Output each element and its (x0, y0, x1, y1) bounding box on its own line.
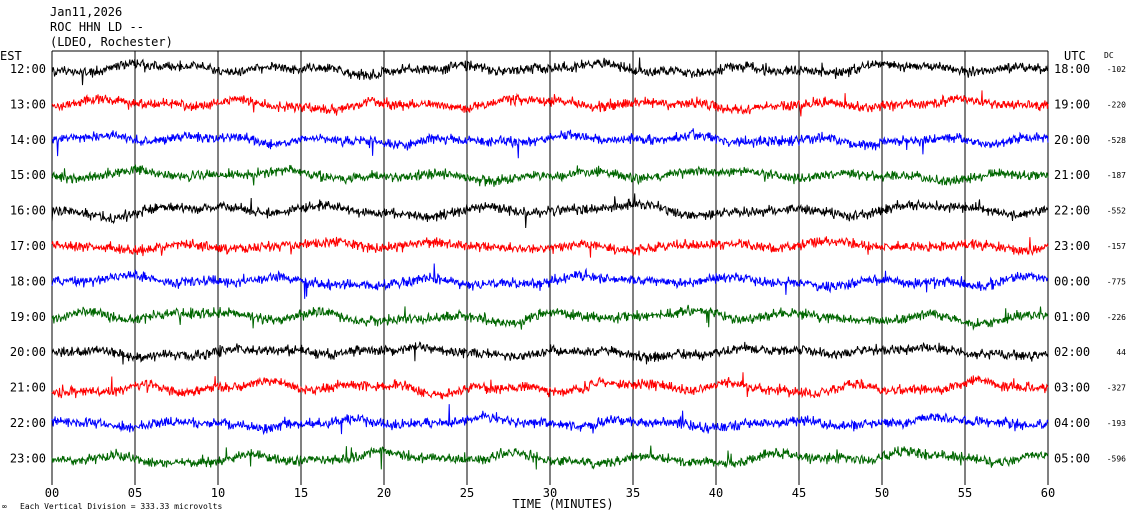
x-tick-label: 60 (1041, 486, 1055, 500)
trace-2100 (51, 372, 1049, 400)
x-tick-label: 25 (460, 486, 474, 500)
left-axis-title: EST (0, 49, 22, 63)
est-label: 21:00 (10, 381, 46, 395)
x-tick-label: 50 (875, 486, 889, 500)
trace-2000 (51, 341, 1049, 365)
corner-mark: ∞ (2, 502, 7, 511)
x-tick-label: 20 (377, 486, 391, 500)
est-label: 20:00 (10, 345, 46, 359)
est-label: 23:00 (10, 451, 46, 465)
utc-label: 20:00 (1054, 133, 1090, 147)
dc-value: 44 (1116, 348, 1126, 357)
utc-label: 03:00 (1054, 381, 1090, 395)
trace-2200 (51, 404, 1049, 436)
x-tick-label: 40 (709, 486, 723, 500)
trace-1700 (51, 236, 1049, 258)
header-date: Jan11,2026 (50, 5, 122, 19)
est-label: 22:00 (10, 416, 46, 430)
est-label: 16:00 (10, 204, 46, 218)
trace-group (51, 57, 1049, 470)
trace-1200 (51, 57, 1049, 86)
x-tick-label: 05 (128, 486, 142, 500)
dc-value: -226 (1107, 313, 1126, 322)
x-tick-label: 45 (792, 486, 806, 500)
est-label: 14:00 (10, 133, 46, 147)
row-labels: 12:00 18:00 -102 13:00 19:00 -220 14:00 20:00 -5… (10, 62, 1126, 465)
dc-value: -193 (1107, 419, 1126, 428)
est-label: 18:00 (10, 274, 46, 288)
utc-label: 22:00 (1054, 204, 1090, 218)
utc-label: 23:00 (1054, 239, 1090, 253)
est-label: 13:00 (10, 97, 46, 111)
trace-2300 (51, 445, 1049, 470)
dc-title: DC (1104, 51, 1114, 60)
x-axis-label: TIME (MINUTES) (512, 497, 613, 511)
est-label: 15:00 (10, 168, 46, 182)
dc-value: -327 (1107, 384, 1126, 393)
utc-label: 21:00 (1054, 168, 1090, 182)
trace-1600 (51, 193, 1049, 229)
utc-label: 18:00 (1054, 62, 1090, 76)
grid-lines (51, 50, 1049, 485)
dc-value: -552 (1107, 207, 1126, 216)
trace-1300 (51, 90, 1049, 117)
trace-1500 (51, 164, 1049, 187)
trace-1900 (51, 304, 1049, 331)
x-tick-label: 00 (45, 486, 59, 500)
dc-value: -596 (1107, 454, 1126, 463)
dc-value: -102 (1107, 65, 1126, 74)
x-tick-label: 15 (294, 486, 308, 500)
utc-label: 02:00 (1054, 345, 1090, 359)
right-axis-title: UTC (1064, 49, 1086, 63)
dc-value: -528 (1107, 136, 1126, 145)
utc-label: 04:00 (1054, 416, 1090, 430)
utc-label: 01:00 (1054, 310, 1090, 324)
dc-value: -157 (1107, 242, 1126, 251)
est-label: 12:00 (10, 62, 46, 76)
x-tick-labels: 00 05 10 15 20 25 30 35 40 45 50 55 60 (45, 486, 1055, 500)
header-network: (LDEO, Rochester) (50, 35, 173, 49)
trace-1400 (51, 128, 1049, 159)
x-tick-label: 55 (958, 486, 972, 500)
utc-label: 19:00 (1054, 97, 1090, 111)
est-label: 19:00 (10, 310, 46, 324)
est-label: 17:00 (10, 239, 46, 253)
utc-label: 05:00 (1054, 451, 1090, 465)
dc-value: -187 (1107, 171, 1126, 180)
x-tick-label: 10 (211, 486, 225, 500)
dc-value: -775 (1107, 277, 1126, 286)
utc-label: 00:00 (1054, 274, 1090, 288)
trace-1800 (51, 263, 1049, 299)
footer-scale: Each Vertical Division = 333.33 microvol… (20, 502, 222, 511)
x-tick-label: 35 (626, 486, 640, 500)
dc-value: -220 (1107, 100, 1126, 109)
x-tick-label: 30 (543, 486, 557, 500)
header-station: ROC HHN LD -- (50, 20, 144, 34)
